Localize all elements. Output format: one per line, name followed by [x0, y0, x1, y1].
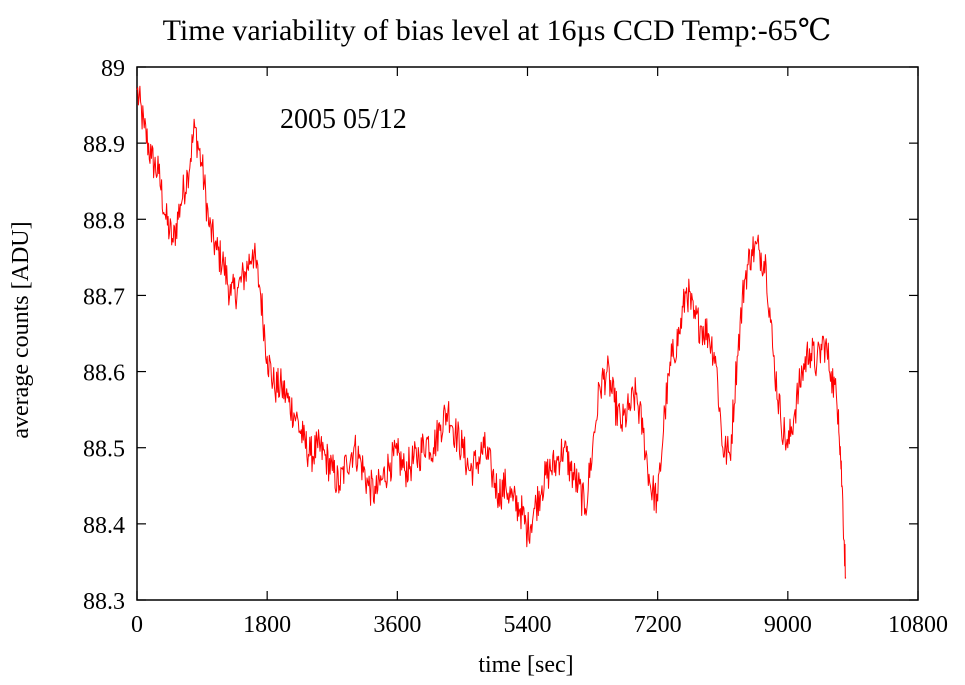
- x-tick-label: 5400: [504, 612, 552, 638]
- x-tick-label: 9000: [764, 612, 812, 638]
- date-annotation: 2005 05/12: [280, 104, 407, 135]
- x-tick-label: 1800: [243, 612, 291, 638]
- x-tick-label: 3600: [373, 612, 421, 638]
- y-tick-label: 89: [101, 56, 125, 82]
- series-group: [136, 85, 847, 579]
- x-tick-label: 7200: [634, 612, 682, 638]
- x-tick-label: 10800: [888, 612, 948, 638]
- chart-title: Time variability of bias level at 16µs C…: [163, 14, 832, 47]
- series-line: [136, 85, 847, 579]
- y-tick-label: 88.6: [83, 361, 125, 387]
- x-axis-label: time [sec]: [478, 652, 573, 678]
- y-tick-label: 88.3: [83, 589, 125, 615]
- y-axis-label: average counts [ADU]: [8, 221, 34, 438]
- y-tick-label: 88.4: [83, 513, 125, 539]
- y-tick-label: 88.9: [83, 132, 125, 158]
- y-tick-label: 88.7: [83, 284, 125, 310]
- y-tick-label: 88.8: [83, 208, 125, 234]
- x-tick-label: 0: [131, 612, 143, 638]
- axis-ticks: 0 1800 3600 5400 7200 9000 10800 88.3 88.4 88.5 88…: [83, 56, 948, 638]
- y-tick-label: 88.5: [83, 437, 125, 463]
